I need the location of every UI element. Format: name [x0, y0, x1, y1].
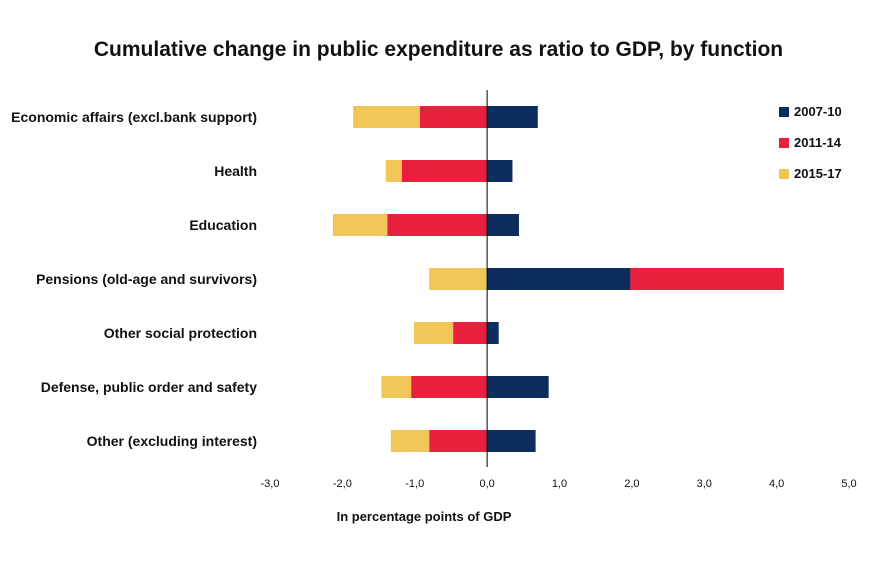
bar-2007-10-1 — [487, 160, 513, 182]
x-tick-label: 0,0 — [479, 478, 495, 490]
bar-2015-17-1 — [385, 160, 402, 182]
category-label: Education — [189, 217, 257, 233]
bar-2011-14-5 — [411, 376, 488, 398]
category-label: Economic affairs (excl.bank support) — [11, 109, 257, 125]
bar-2007-10-5 — [487, 376, 549, 398]
x-tick-label: 2,0 — [624, 478, 640, 490]
category-label: Health — [214, 163, 257, 179]
bar-2015-17-3 — [429, 268, 488, 290]
x-tick-label: 5,0 — [841, 478, 857, 490]
bar-2015-17-0 — [353, 106, 420, 128]
x-tick-label: -3,0 — [260, 478, 280, 490]
category-label: Other (excluding interest) — [86, 433, 257, 449]
bar-2011-14-0 — [419, 106, 488, 128]
x-tick-label: -1,0 — [405, 478, 425, 490]
bar-2015-17-6 — [390, 430, 430, 452]
bar-2015-17-5 — [381, 376, 412, 398]
legend-label: 2015-17 — [794, 166, 842, 181]
category-label: Other social protection — [103, 325, 257, 341]
x-tick-label: 3,0 — [696, 478, 712, 490]
x-tick-label: 4,0 — [768, 478, 785, 490]
bar-2011-14-2 — [387, 214, 488, 236]
x-tick-label: -2,0 — [332, 478, 352, 490]
bar-2011-14-4 — [453, 322, 488, 344]
category-label: Pensions (old-age and survivors) — [36, 271, 257, 287]
legend-swatch — [779, 106, 789, 117]
legend-swatch — [779, 168, 789, 179]
bar-2015-17-2 — [332, 214, 388, 236]
legend-label: 2007-10 — [794, 104, 842, 119]
legend-item: 2007-10 — [779, 96, 842, 127]
bar-2007-10-6 — [487, 430, 536, 452]
x-tick-label: 1,0 — [551, 478, 568, 490]
bar-2015-17-4 — [414, 322, 454, 344]
x-axis-title: In percentage points of GDP — [336, 509, 512, 524]
bar-2007-10-0 — [487, 106, 538, 128]
legend-item: 2015-17 — [779, 158, 842, 189]
bar-2007-10-3 — [487, 268, 631, 290]
bar-2007-10-2 — [487, 214, 519, 236]
bar-2011-14-3 — [630, 268, 784, 290]
legend-label: 2011-14 — [794, 135, 841, 150]
chart-title: Cumulative change in public expenditure … — [93, 38, 784, 61]
bar-2011-14-1 — [401, 160, 488, 182]
bar-2007-10-4 — [487, 322, 499, 344]
legend-item: 2011-14 — [779, 127, 842, 158]
legend: 2007-10 2011-14 2015-17 — [779, 96, 842, 189]
category-label: Defense, public order and safety — [40, 379, 257, 395]
bar-2011-14-6 — [429, 430, 488, 452]
legend-swatch — [779, 137, 789, 148]
